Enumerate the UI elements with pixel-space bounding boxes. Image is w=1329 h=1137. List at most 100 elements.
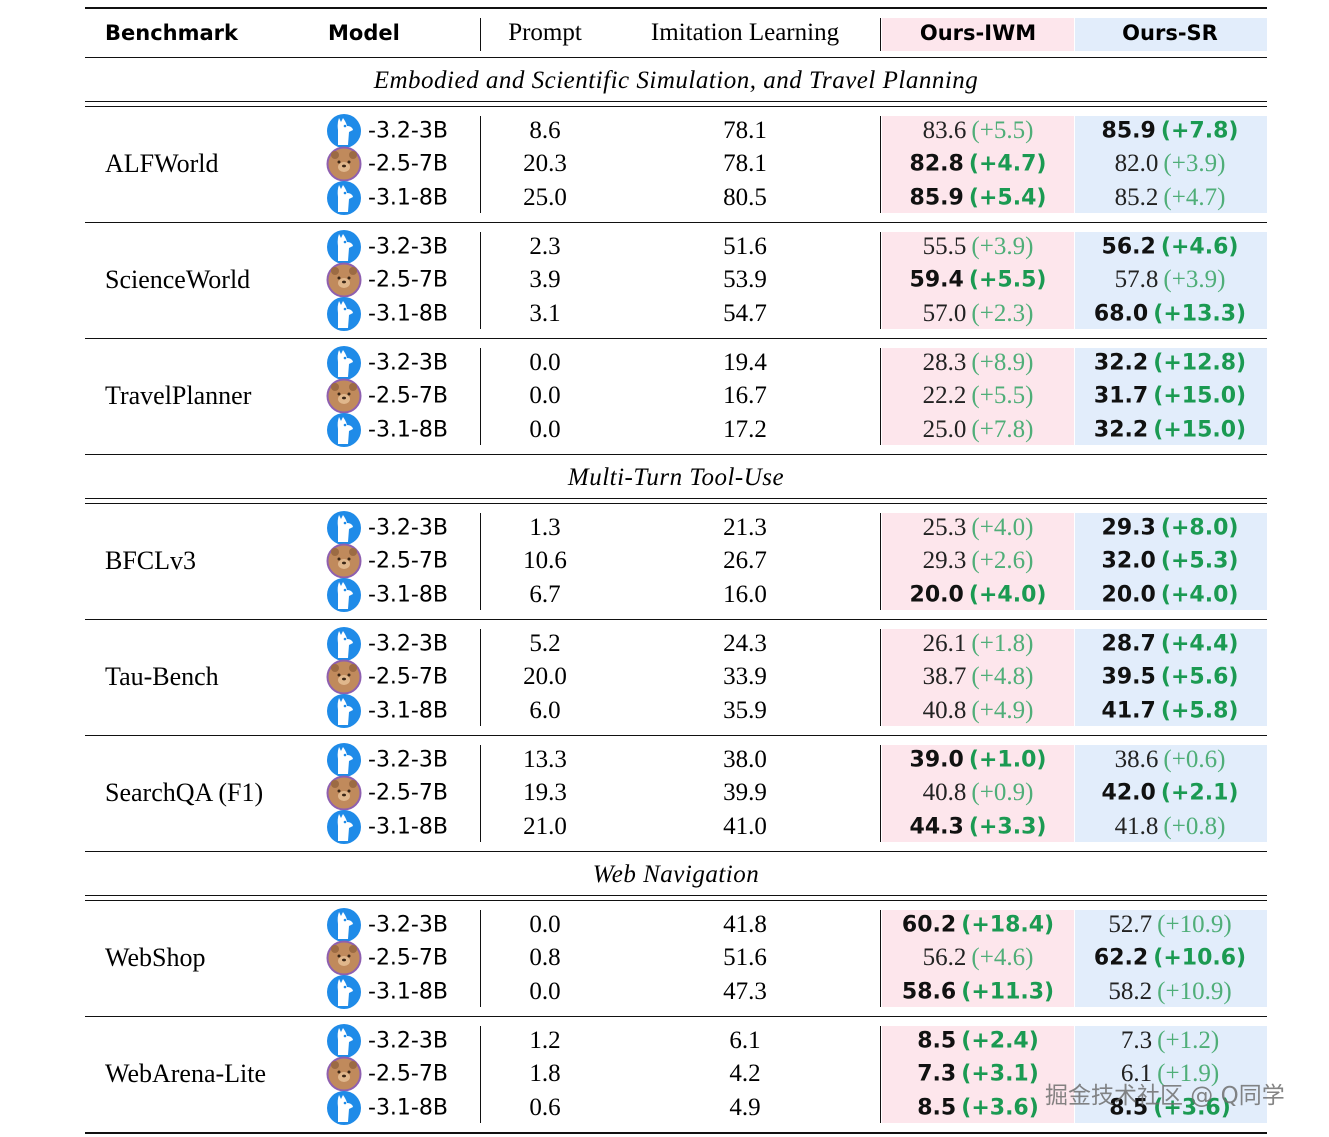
imitation-score: 19.4	[723, 349, 767, 376]
gain: (+7.8)	[971, 416, 1034, 443]
imitation-score: 21.3	[723, 514, 767, 541]
best-score: 85.9	[1101, 118, 1156, 144]
score-cell: 42.0 (+2.1)	[1102, 781, 1239, 806]
gain: (+1.2)	[1157, 1027, 1220, 1054]
score-cell: 39.0 (+1.0)	[910, 748, 1047, 773]
gain: (+2.6)	[971, 547, 1034, 574]
gain: (+2.1)	[1160, 780, 1239, 806]
best-score: 44.3	[909, 814, 964, 840]
llama-icon	[327, 346, 361, 380]
llama-icon	[327, 908, 361, 942]
prompt-score: 20.0	[523, 663, 567, 690]
gain: (+4.0)	[1160, 582, 1239, 608]
best-score: 7.3	[917, 1061, 957, 1087]
model-name: -2.5-7B	[368, 383, 448, 409]
rule	[85, 338, 1267, 339]
gain: (+10.9)	[1157, 911, 1232, 938]
score-cell: 28.7 (+4.4)	[1102, 632, 1239, 657]
highlight-band	[882, 745, 1074, 842]
model-name: -3.2-3B	[368, 118, 448, 144]
score-cell: 58.6 (+11.3)	[902, 980, 1054, 1005]
highlight-band	[882, 348, 1074, 445]
gain: (+10.9)	[1157, 978, 1232, 1005]
header-model: Model	[328, 21, 400, 45]
score-cell: 44.3 (+3.3)	[910, 815, 1047, 840]
score-cell: 28.3 (+8.9)	[923, 349, 1034, 377]
prompt-score: 20.3	[523, 150, 567, 177]
model-name: -3.2-3B	[368, 747, 448, 773]
section-title: Embodied and Scientific Simulation, and …	[373, 67, 979, 94]
prompt-score: 0.6	[529, 1094, 561, 1121]
highlight-band	[882, 1026, 1074, 1123]
prompt-score: 0.0	[529, 382, 561, 409]
best-score: 56.2	[1101, 234, 1156, 260]
gain: (+3.9)	[971, 233, 1034, 260]
score: 52.7	[1108, 911, 1153, 938]
score: 25.0	[922, 416, 967, 443]
score-cell: 52.7 (+10.9)	[1108, 911, 1231, 939]
best-score: 58.6	[901, 979, 957, 1005]
header-iwm: Ours-IWM	[919, 21, 1037, 45]
gain: (+3.9)	[1163, 266, 1226, 293]
best-score: 59.4	[909, 267, 964, 293]
prompt-score: 1.8	[529, 1060, 561, 1087]
imitation-score: 78.1	[723, 150, 767, 177]
gain: (+4.7)	[1163, 184, 1226, 211]
gain: (+11.3)	[961, 979, 1055, 1005]
column-divider	[480, 513, 481, 610]
best-score: 8.5	[917, 1028, 957, 1054]
model-name: -3.2-3B	[368, 1028, 448, 1054]
score-cell: 39.5 (+5.6)	[1102, 665, 1239, 690]
best-score: 62.2	[1093, 945, 1149, 971]
best-score: 32.2	[1093, 417, 1149, 443]
score-cell: 32.0 (+5.3)	[1102, 549, 1239, 574]
model-name: -3.1-8B	[368, 979, 448, 1005]
prompt-score: 10.6	[523, 547, 567, 574]
rule	[85, 619, 1267, 620]
gain: (+4.9)	[971, 697, 1034, 724]
llama-icon	[327, 694, 361, 728]
score-cell: 41.7 (+5.8)	[1102, 699, 1239, 724]
score: 56.2	[922, 944, 967, 971]
gain: (+10.6)	[1153, 945, 1247, 971]
score-cell: 8.5 (+3.6)	[917, 1096, 1039, 1121]
prompt-score: 3.9	[529, 266, 561, 293]
imitation-score: 38.0	[723, 746, 767, 773]
highlight-band	[1075, 116, 1267, 213]
score-cell: 40.8 (+0.9)	[923, 779, 1034, 807]
gain: (+4.7)	[968, 151, 1047, 177]
prompt-score: 0.0	[529, 911, 561, 938]
column-divider	[880, 910, 881, 1007]
rule	[85, 900, 1267, 901]
score-cell: 29.3 (+2.6)	[923, 547, 1034, 575]
benchmark-name: SearchQA (F1)	[105, 778, 264, 807]
score-cell: 56.2 (+4.6)	[1102, 235, 1239, 260]
score-cell: 31.7 (+15.0)	[1094, 384, 1246, 409]
llama-icon	[327, 511, 361, 545]
gain: (+5.6)	[1160, 664, 1239, 690]
best-score: 42.0	[1101, 780, 1156, 806]
imitation-score: 6.1	[729, 1027, 761, 1054]
score-cell: 8.5 (+2.4)	[917, 1029, 1039, 1054]
gain: (+3.3)	[968, 814, 1047, 840]
benchmark-name: ScienceWorld	[105, 265, 251, 294]
rule	[85, 101, 1267, 102]
gain: (+4.0)	[968, 582, 1047, 608]
model-name: -3.1-8B	[368, 185, 448, 211]
gain: (+2.3)	[971, 300, 1034, 327]
column-divider	[480, 18, 481, 51]
score-cell: 41.8 (+0.8)	[1115, 813, 1226, 841]
score: 26.1	[922, 630, 967, 657]
highlight-band	[1075, 232, 1267, 329]
score-cell: 32.2 (+12.8)	[1094, 351, 1246, 376]
highlight-band	[1075, 910, 1267, 1007]
prompt-score: 6.0	[529, 697, 561, 724]
score: 41.8	[1114, 813, 1159, 840]
score-cell: 82.8 (+4.7)	[910, 152, 1047, 177]
model-name: -3.2-3B	[368, 350, 448, 376]
highlight-band	[1075, 1026, 1267, 1123]
qwen-icon	[326, 775, 362, 811]
model-name: -2.5-7B	[368, 945, 448, 971]
rule	[85, 454, 1267, 455]
score-cell: 68.0 (+13.3)	[1094, 302, 1246, 327]
